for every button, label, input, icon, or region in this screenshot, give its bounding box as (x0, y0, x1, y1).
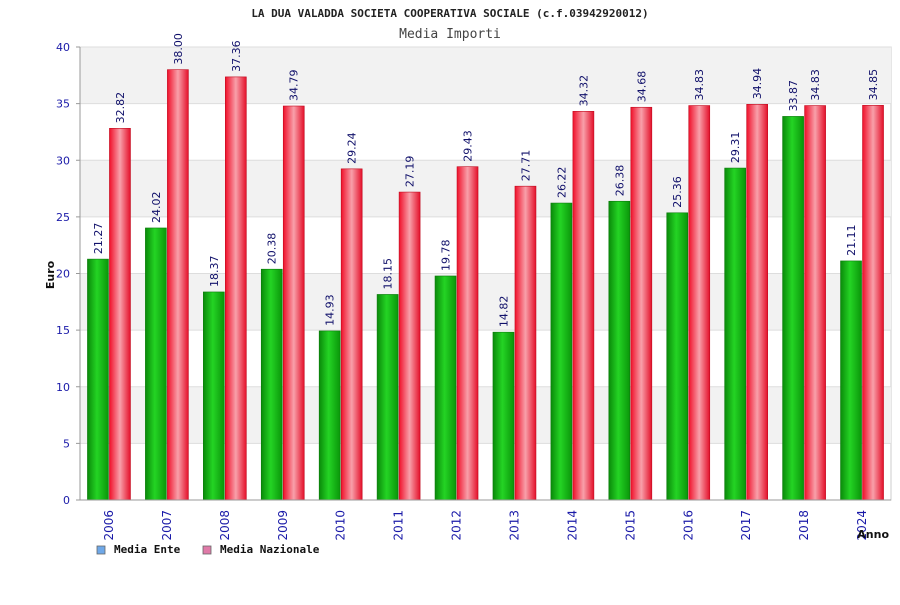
data-label: 20.38 (266, 233, 279, 265)
y-tick-label: 10 (56, 381, 70, 394)
data-label: 14.93 (324, 294, 337, 326)
x-tick-label-2024: 2024 (855, 510, 869, 541)
chart-title: LA DUA VALADDA SOCIETA COOPERATIVA SOCIA… (251, 7, 648, 20)
y-tick-label: 15 (56, 324, 70, 337)
data-label: 27.71 (519, 150, 532, 182)
y-tick-label: 30 (56, 154, 70, 167)
data-label: 29.43 (462, 130, 475, 162)
bar-media-nazionale-2015 (630, 106, 653, 501)
data-label: 29.31 (729, 132, 742, 164)
grid-band (80, 160, 891, 217)
x-tick-label-2006: 2006 (102, 510, 116, 541)
bar-media-ente-2007 (145, 227, 167, 501)
data-label: 21.27 (92, 223, 105, 255)
legend-item-media-nazionale[interactable]: Media Nazionale (202, 543, 320, 556)
y-tick-label: 20 (56, 268, 70, 281)
bar-media-nazionale-2024 (862, 105, 884, 501)
x-tick-label-2012: 2012 (450, 510, 464, 541)
bar-media-ente-2011 (376, 294, 399, 501)
data-label: 14.82 (497, 296, 510, 328)
bar-media-ente-2008 (203, 291, 225, 501)
data-label: 34.85 (867, 69, 880, 101)
data-label: 33.87 (787, 80, 800, 112)
legend-swatch (96, 545, 106, 555)
data-label: 27.19 (404, 156, 417, 188)
data-label: 18.15 (382, 258, 395, 290)
bar-media-ente-2010 (318, 330, 341, 501)
grid-band (80, 273, 891, 331)
y-tick-label: 35 (56, 98, 70, 111)
x-tick-label-2014: 2014 (565, 510, 579, 541)
bar-media-nazionale-2009 (282, 105, 305, 501)
bar-media-ente-2014 (550, 202, 573, 501)
bar-media-nazionale-2016 (688, 105, 711, 501)
x-tick-label-2011: 2011 (392, 510, 406, 541)
data-label: 21.11 (845, 224, 858, 256)
bar-media-ente-2012 (434, 275, 457, 501)
bar-media-nazionale-2010 (340, 168, 363, 501)
x-tick-label-2007: 2007 (160, 510, 174, 541)
grid-band (80, 47, 891, 104)
bar-media-ente-2024 (840, 260, 862, 501)
data-label: 34.32 (577, 75, 590, 107)
y-tick-label: 5 (63, 437, 70, 450)
x-axis-label: Anno (857, 528, 889, 541)
data-label: 29.24 (346, 132, 359, 164)
x-tick-label-2009: 2009 (276, 510, 290, 541)
x-tick-label-2010: 2010 (334, 510, 348, 541)
x-tick-label-2015: 2015 (623, 510, 637, 541)
bar-media-ente-2017 (724, 167, 746, 501)
bar-media-ente-2016 (666, 212, 689, 501)
data-label: 34.83 (693, 69, 706, 101)
bar-media-ente-2018 (782, 116, 804, 501)
x-tick-label-2008: 2008 (218, 510, 232, 541)
x-tick-label-2013: 2013 (507, 510, 521, 541)
legend-swatch (202, 545, 212, 555)
y-tick-label: 0 (63, 494, 70, 507)
data-label: 18.37 (208, 255, 221, 287)
data-label: 34.83 (809, 69, 822, 101)
bar-media-ente-2006 (87, 258, 109, 501)
data-label: 26.38 (613, 165, 626, 197)
bar-media-nazionale-2013 (514, 185, 537, 501)
data-label: 34.68 (635, 71, 648, 103)
bar-media-nazionale-2006 (109, 128, 131, 501)
y-tick-label: 40 (56, 41, 70, 54)
data-label: 19.78 (440, 239, 453, 271)
grid-band (80, 386, 891, 444)
data-label: 38.00 (172, 33, 185, 65)
bar-media-ente-2013 (492, 331, 515, 501)
bar-media-nazionale-2018 (804, 105, 826, 501)
bar-media-nazionale-2008 (225, 76, 247, 501)
data-label: 34.79 (288, 70, 301, 102)
legend-item-media-ente[interactable]: Media Ente (96, 543, 181, 556)
data-label: 25.36 (671, 176, 684, 208)
data-label: 34.94 (751, 68, 764, 100)
x-tick-label-2017: 2017 (739, 510, 753, 541)
y-tick-label: 25 (56, 211, 70, 224)
bar-media-nazionale-2014 (572, 111, 595, 501)
data-label: 26.22 (555, 167, 568, 199)
chart-subtitle: Media Importi (399, 27, 501, 42)
data-label: 32.82 (114, 92, 127, 124)
x-tick-label-2016: 2016 (681, 510, 695, 541)
data-label: 24.02 (150, 191, 163, 223)
y-axis-label: Euro (44, 260, 57, 289)
bar-media-ente-2015 (608, 200, 631, 501)
legend-label: Media Ente (114, 543, 181, 556)
bar-media-nazionale-2012 (456, 166, 479, 501)
legend-label: Media Nazionale (220, 543, 320, 556)
bar-media-nazionale-2007 (167, 69, 189, 501)
data-label: 37.36 (230, 40, 243, 71)
bar-media-nazionale-2011 (398, 191, 421, 501)
x-tick-label-2018: 2018 (797, 510, 811, 541)
bar-media-nazionale-2017 (746, 104, 768, 501)
bar-media-ente-2009 (260, 268, 283, 501)
